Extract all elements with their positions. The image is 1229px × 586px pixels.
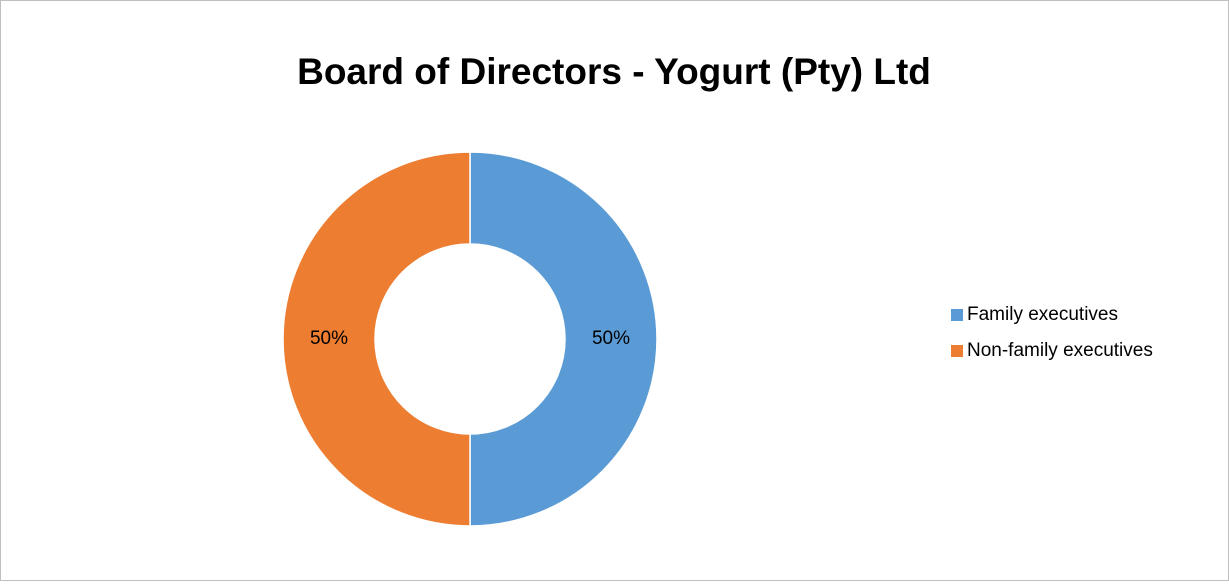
legend-swatch — [951, 345, 963, 357]
donut-segment — [469, 151, 658, 527]
legend-label: Family executives — [967, 304, 1118, 325]
donut-segment — [282, 151, 471, 527]
legend-swatch — [951, 309, 963, 321]
data-label: 50% — [310, 328, 348, 349]
legend-label: Non-family executives — [967, 340, 1153, 361]
data-label: 50% — [592, 328, 630, 349]
chart-title: Board of Directors - Yogurt (Pty) Ltd — [297, 51, 931, 92]
